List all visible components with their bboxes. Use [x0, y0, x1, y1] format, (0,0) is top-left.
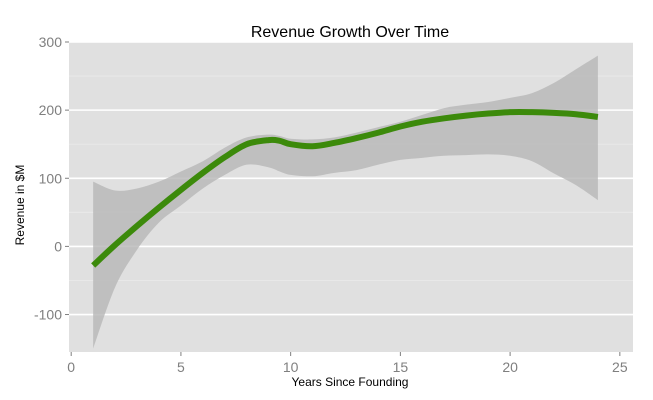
plot-panel: [69, 41, 633, 352]
y-tick-label: -100: [34, 307, 62, 323]
x-axis-title: Years Since Founding: [292, 375, 409, 389]
x-tick-label: 0: [67, 359, 75, 375]
y-tick-label: 100: [39, 170, 63, 186]
x-tick-label: 5: [177, 359, 185, 375]
y-tick-label: 0: [54, 238, 62, 254]
y-tick-label: 200: [39, 102, 63, 118]
x-tick-label: 10: [283, 359, 299, 375]
x-tick-label: 25: [612, 359, 628, 375]
confidence-band: [93, 55, 598, 349]
y-tick-label: 300: [39, 34, 63, 50]
y-axis-title: Revenue in $M: [13, 165, 27, 246]
chart-title: Revenue Growth Over Time: [251, 24, 449, 41]
x-tick-label: 20: [502, 359, 518, 375]
revenue-line: [91, 109, 599, 268]
x-tick-label: 15: [393, 359, 409, 375]
